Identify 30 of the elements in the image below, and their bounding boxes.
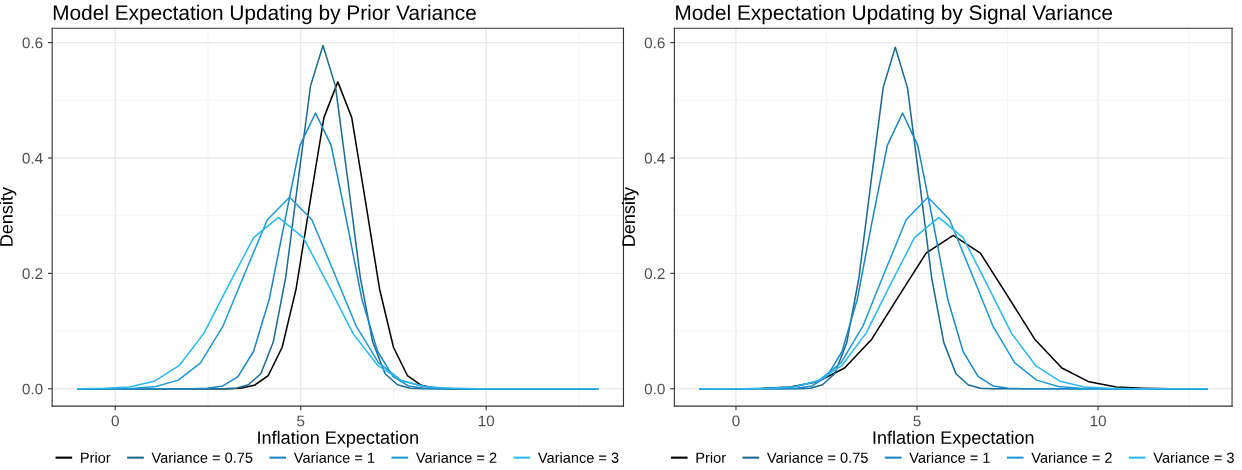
- x-tick-label: 5: [297, 415, 305, 427]
- x-tick-label: 5: [913, 415, 921, 427]
- x-tick-label: 0: [111, 415, 119, 427]
- legend-label: Variance = 2: [1031, 452, 1112, 463]
- y-axis-title: Density: [0, 187, 17, 246]
- legend-label: Variance = 0.75: [151, 452, 253, 463]
- y-tick-label: 0.6: [644, 37, 665, 49]
- legend-label: Variance = 3: [1153, 452, 1234, 463]
- chart-title: Model Expectation Updating by Prior Variance: [53, 4, 476, 25]
- legend-label: Prior: [696, 452, 726, 463]
- legend-label: Variance = 3: [537, 452, 619, 463]
- legend-label: Variance = 1: [293, 452, 375, 463]
- y-tick-label: 0.2: [644, 268, 665, 280]
- y-tick-label: 0.0: [22, 383, 43, 395]
- y-tick-label: 0.6: [22, 37, 43, 49]
- y-tick-label: 0.0: [644, 383, 665, 395]
- x-axis-title: Inflation Expectation: [258, 430, 418, 448]
- chart-title: Model Expectation Updating by Signal Variance: [676, 4, 1113, 25]
- x-tick-label: 10: [478, 415, 495, 427]
- legend-label: Variance = 0.75: [766, 452, 868, 463]
- legend-label: Prior: [81, 452, 111, 463]
- y-tick-label: 0.4: [22, 152, 43, 164]
- y-axis-title: Density: [621, 187, 639, 246]
- x-tick-label: 0: [732, 415, 740, 427]
- y-tick-label: 0.4: [644, 152, 665, 164]
- x-axis-title: Inflation Expectation: [873, 430, 1034, 448]
- x-tick-label: 10: [1090, 415, 1106, 427]
- legend-label: Variance = 2: [415, 452, 497, 463]
- legend-label: Variance = 1: [909, 452, 990, 463]
- y-tick-label: 0.2: [22, 268, 43, 280]
